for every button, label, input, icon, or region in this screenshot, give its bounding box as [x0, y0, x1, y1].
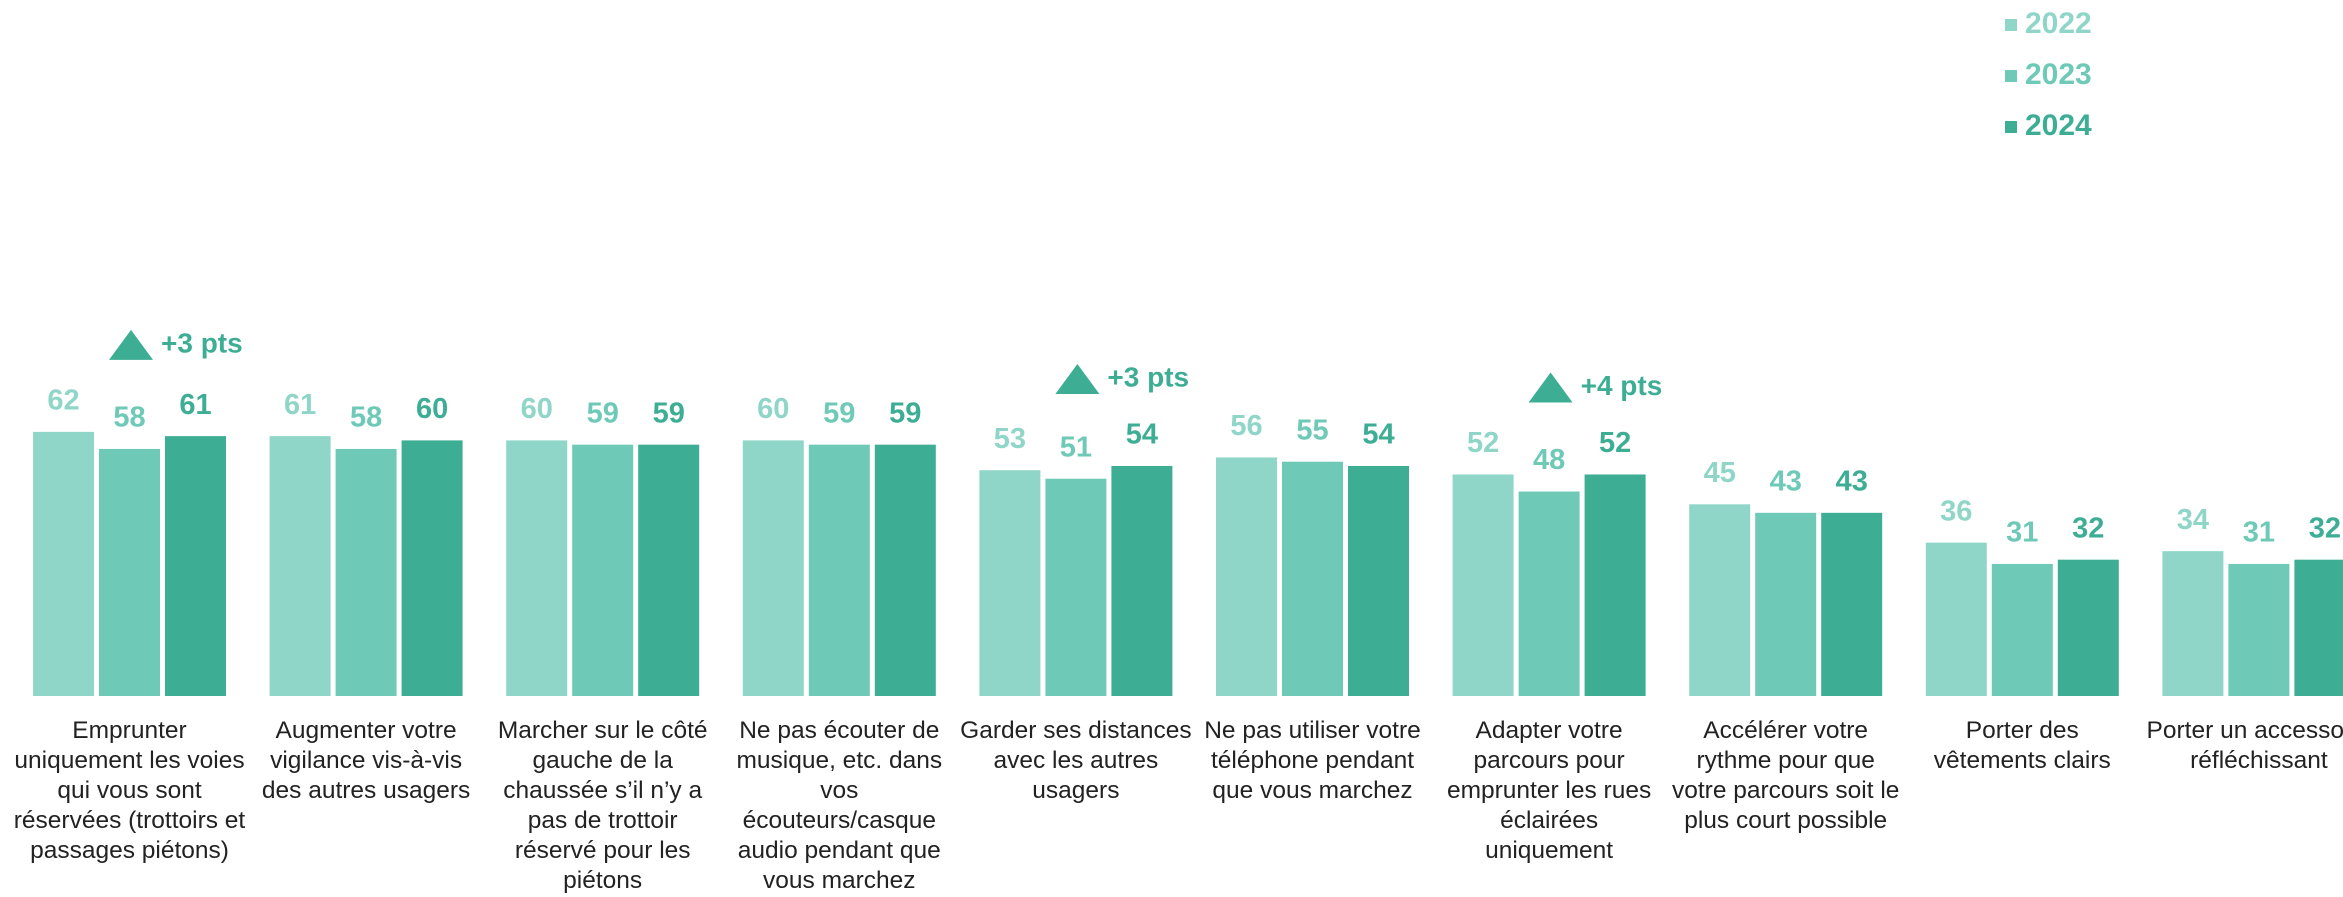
value-label: 58: [113, 402, 145, 434]
bar: [638, 444, 700, 696]
value-label: 56: [1230, 410, 1262, 442]
category-label: Ne pas écouter de musique, etc. dans vos…: [736, 717, 943, 894]
value-label: 51: [1060, 431, 1092, 463]
bar: [979, 470, 1041, 696]
value-label: 43: [1836, 465, 1868, 497]
bar: [1045, 478, 1107, 696]
value-label: 34: [2177, 504, 2209, 536]
category-label: Porter un accessoire réfléchissant: [2146, 717, 2343, 774]
bar: [1111, 465, 1173, 696]
value-label: 55: [1296, 414, 1328, 446]
legend-swatch: [2005, 19, 2017, 31]
legend-swatch: [2005, 121, 2017, 133]
bar: [1821, 512, 1883, 696]
up-triangle: [109, 329, 153, 360]
value-label: 59: [653, 397, 685, 429]
bar: [1452, 474, 1514, 696]
value-label: 36: [1940, 495, 1972, 527]
annotation: +4 pts: [1581, 370, 1663, 401]
category-label: Ne pas utiliser votre téléphone pendant …: [1204, 717, 1421, 804]
bar: [1755, 512, 1817, 696]
bar: [1216, 457, 1277, 696]
value-label: 61: [179, 389, 211, 421]
category-label: Augmenter votre vigilance vis-à-vis des …: [261, 717, 471, 804]
value-label: 32: [2072, 512, 2104, 544]
bar: [506, 440, 568, 696]
bar: [572, 444, 634, 696]
value-label: 60: [521, 393, 553, 425]
bar: [1584, 474, 1646, 696]
value-label: 60: [416, 393, 448, 425]
category-label: Marcher sur le côté gauche de la chaussé…: [497, 717, 708, 894]
bar: [1348, 465, 1409, 696]
value-label: 48: [1533, 444, 1565, 476]
category-label: Emprunter uniquement les voies qui vous …: [13, 717, 246, 864]
value-label: 54: [1362, 419, 1394, 451]
bar: [1925, 542, 1987, 696]
up-triangle: [1528, 372, 1573, 403]
bar: [2228, 563, 2290, 696]
bar: [401, 440, 463, 696]
legend-label: 2022: [2025, 7, 2092, 40]
bar: [2162, 551, 2224, 696]
category-label: Adapter votre parcours pour emprunter le…: [1446, 717, 1652, 864]
bar: [808, 444, 870, 696]
bar: [2057, 559, 2119, 696]
legend-swatch: [2005, 70, 2017, 82]
value-label: 59: [587, 397, 619, 429]
value-label: 52: [1599, 427, 1631, 459]
legend-label: 2024: [2025, 109, 2092, 142]
bar: [1282, 461, 1343, 696]
legend-label: 2023: [2025, 58, 2092, 91]
value-label: 53: [994, 423, 1026, 455]
value-label: 52: [1467, 427, 1499, 459]
bar: [165, 436, 226, 696]
up-triangle: [1055, 363, 1100, 394]
bar: [269, 436, 331, 696]
value-label: 54: [1126, 419, 1158, 451]
category-label: Garder ses distances avec les autres usa…: [960, 717, 1192, 804]
value-label: 58: [350, 402, 382, 434]
value-label: 62: [47, 385, 79, 417]
annotation: +3 pts: [161, 327, 243, 358]
bar: [2294, 559, 2343, 696]
value-label: 43: [1770, 465, 1802, 497]
value-label: 60: [757, 393, 789, 425]
bar: [1689, 504, 1751, 696]
bar: [1518, 491, 1580, 696]
bar: [874, 444, 936, 696]
bar: [33, 431, 94, 696]
annotation: +3 pts: [1107, 361, 1189, 392]
category-label: Porter des vêtements clairs: [1933, 717, 2111, 774]
value-label: 32: [2309, 512, 2341, 544]
bar: [99, 448, 160, 696]
bar: [335, 448, 397, 696]
bar: [1991, 563, 2053, 696]
category-label: Accélérer votre rythme pour que votre pa…: [1671, 717, 1900, 834]
value-label: 59: [889, 397, 921, 429]
value-label: 31: [2006, 517, 2038, 549]
value-label: 31: [2243, 517, 2275, 549]
value-label: 61: [284, 389, 316, 421]
bar: [742, 440, 804, 696]
value-label: 45: [1704, 457, 1736, 489]
value-label: 59: [823, 397, 855, 429]
